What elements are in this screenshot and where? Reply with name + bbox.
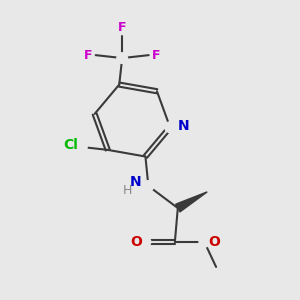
Circle shape [165,122,175,133]
Text: F: F [152,49,160,62]
Text: N: N [177,119,189,133]
Text: F: F [118,21,126,34]
Text: F: F [84,49,93,62]
Text: O: O [208,235,220,249]
Circle shape [140,237,151,247]
Polygon shape [176,192,207,212]
Circle shape [199,237,210,247]
Text: Cl: Cl [63,139,78,152]
Circle shape [117,53,128,63]
Text: H: H [123,184,132,197]
Text: N: N [129,175,141,189]
Circle shape [75,141,87,153]
Text: O: O [130,235,142,249]
Circle shape [143,181,154,191]
